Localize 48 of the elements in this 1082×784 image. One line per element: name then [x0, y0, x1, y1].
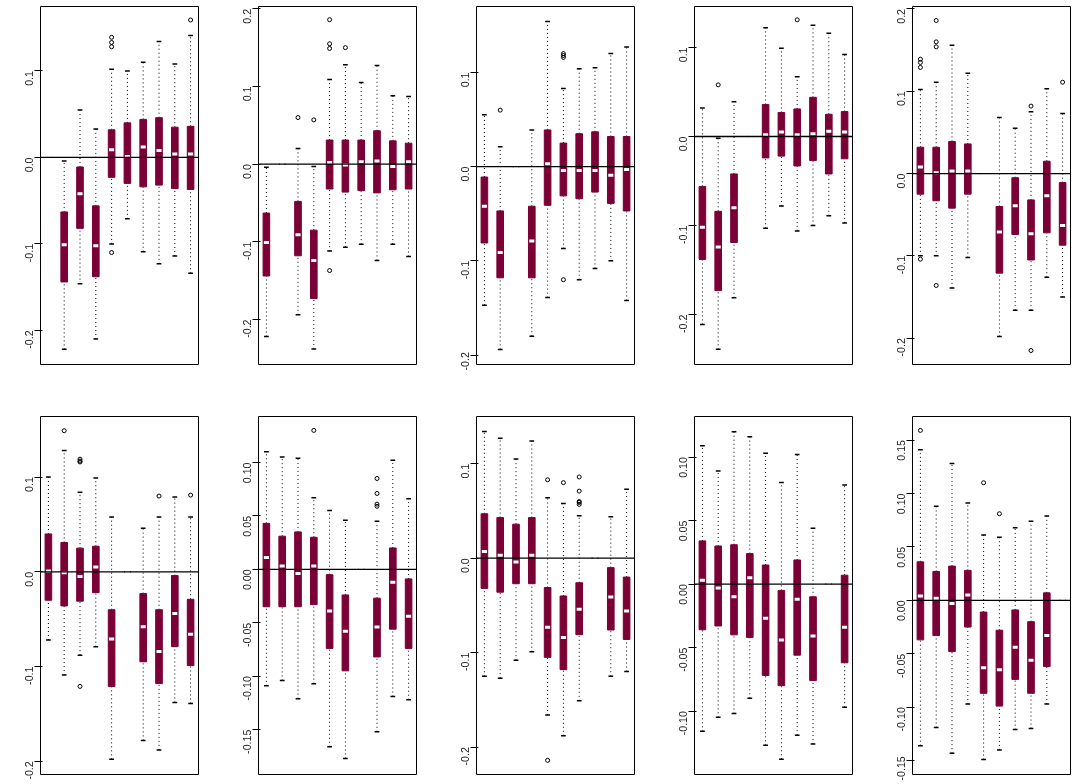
y-tick-label: -0.2 — [459, 747, 472, 766]
y-tick-label: 0.1 — [241, 86, 254, 102]
y-tick-label: -0.1 — [459, 652, 472, 672]
y-tick-label: 0.0 — [23, 571, 36, 587]
y-tick-label: 0.1 — [459, 72, 472, 88]
y-tick-label: -0.1 — [23, 666, 36, 685]
y-tick-label: -0.10 — [677, 710, 690, 736]
y-tick-label: 0.2 — [241, 8, 254, 24]
y-tick-label: 0.0 — [459, 166, 472, 182]
y-tick-label: 0.1 — [23, 70, 36, 86]
y-tick-label: -0.10 — [241, 676, 254, 701]
y-tick-label: 0.1 — [677, 47, 690, 63]
y-tick-label: 0.05 — [677, 520, 690, 542]
y-tick-label: -0.1 — [895, 255, 908, 275]
y-tick-label: -0.1 — [459, 260, 472, 280]
y-tick-label: -0.2 — [459, 352, 472, 371]
y-tick-label: -0.15 — [895, 756, 908, 781]
y-tick-label: 0.10 — [677, 457, 690, 478]
y-tick-label: 0.00 — [677, 584, 690, 605]
y-tick-label: 0.15 — [895, 439, 908, 461]
y-tick-label: 0.2 — [895, 8, 908, 24]
y-tick-label: 0.0 — [895, 173, 908, 189]
y-tick-label: -0.2 — [23, 330, 36, 349]
y-tick-label: -0.1 — [241, 241, 254, 261]
y-tick-label: 0.1 — [459, 463, 472, 479]
y-tick-label: 0.1 — [895, 91, 908, 107]
y-tick-label: -0.05 — [241, 622, 254, 648]
y-tick-label: -0.10 — [895, 707, 908, 732]
y-tick-label: -0.05 — [895, 653, 908, 679]
y-tick-label: -0.2 — [677, 314, 690, 333]
y-tick-label: 0.10 — [895, 493, 908, 515]
y-tick-label: 0.10 — [241, 462, 254, 484]
y-tick-label: -0.2 — [23, 761, 36, 780]
y-tick-label: 0.05 — [895, 546, 908, 568]
y-tick-label: 0.05 — [241, 515, 254, 537]
y-tick-label: -0.2 — [241, 319, 254, 338]
y-tick-label: 0.0 — [459, 558, 472, 573]
y-tick-label: -0.1 — [23, 243, 36, 263]
y-tick-label: -0.2 — [895, 338, 908, 357]
y-tick-label: -0.15 — [241, 729, 254, 754]
y-tick-label: 0.00 — [241, 569, 254, 591]
y-tick-label: 0.0 — [241, 164, 254, 179]
y-tick-label: -0.1 — [677, 225, 690, 244]
y-tick-label: -0.05 — [677, 647, 690, 672]
y-tick-label: 0.1 — [23, 477, 36, 492]
y-tick-label: 0.0 — [23, 157, 36, 173]
y-tick-label: 0.00 — [895, 600, 908, 622]
y-tick-label: 0.0 — [677, 136, 690, 152]
